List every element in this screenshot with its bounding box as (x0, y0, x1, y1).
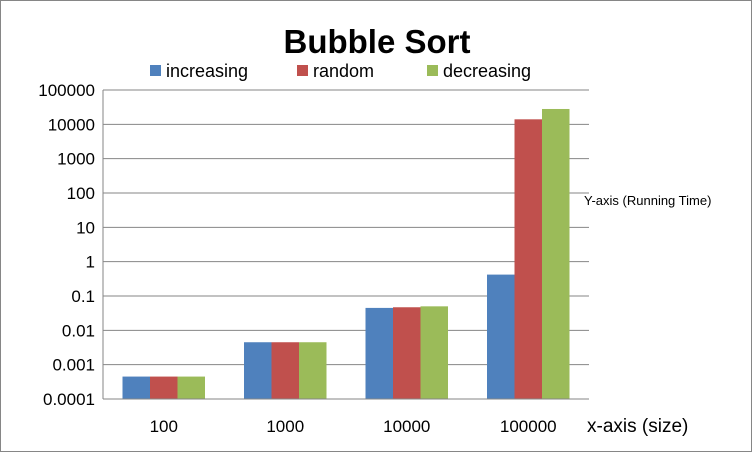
bar-increasing-1000 (244, 342, 272, 399)
legend-swatch-random (297, 65, 308, 76)
legend-label-random: random (313, 61, 374, 81)
y-tick-label: 100 (67, 184, 95, 203)
bar-random-10000 (393, 307, 421, 399)
bar-decreasing-100000 (542, 108, 570, 400)
x-axis-label: x-axis (size) (587, 416, 688, 437)
bar-random-1000 (271, 342, 299, 399)
y-tick-label: 0.1 (71, 287, 95, 306)
legend-label-increasing: increasing (166, 61, 248, 81)
bar-increasing-100000 (487, 274, 515, 399)
y-tick-label: 10000 (48, 115, 95, 134)
gridlines (103, 89, 589, 366)
y-tick-label: 0.01 (62, 321, 95, 340)
legend-swatch-decreasing (427, 65, 438, 76)
legend-swatch-increasing (150, 65, 161, 76)
x-tick-label: 10000 (383, 417, 430, 436)
x-tick-label: 100 (150, 417, 178, 436)
bar-decreasing-1000 (299, 342, 327, 399)
y-tick-label: 100000 (38, 81, 95, 100)
y-tick-label: 1 (86, 253, 95, 272)
y-axis-label: Y-axis (Running Time) (584, 193, 711, 208)
legend-label-decreasing: decreasing (443, 61, 531, 81)
bars (122, 108, 570, 400)
y-tick-label: 0.0001 (43, 390, 95, 409)
legend: increasing random decreasing (150, 61, 531, 81)
x-axis-ticks: 100 1000 10000 100000 (150, 417, 557, 436)
y-tick-label: 0.001 (52, 356, 95, 375)
bar-increasing-10000 (365, 307, 393, 399)
y-tick-label: 10 (76, 218, 95, 237)
x-tick-label: 100000 (500, 417, 557, 436)
y-axis-ticks: 100000 10000 1000 100 10 1 0.1 0.01 0.001 0.0001 (38, 81, 95, 409)
bar-increasing-100 (122, 376, 150, 399)
x-tick-label: 1000 (266, 417, 304, 436)
y-tick-label: 1000 (57, 150, 95, 169)
bar-random-100 (150, 376, 178, 399)
bar-random-100000 (514, 119, 542, 399)
bar-decreasing-10000 (420, 306, 448, 399)
bar-decreasing-100 (177, 376, 205, 399)
chart-title: Bubble Sort (284, 23, 471, 60)
